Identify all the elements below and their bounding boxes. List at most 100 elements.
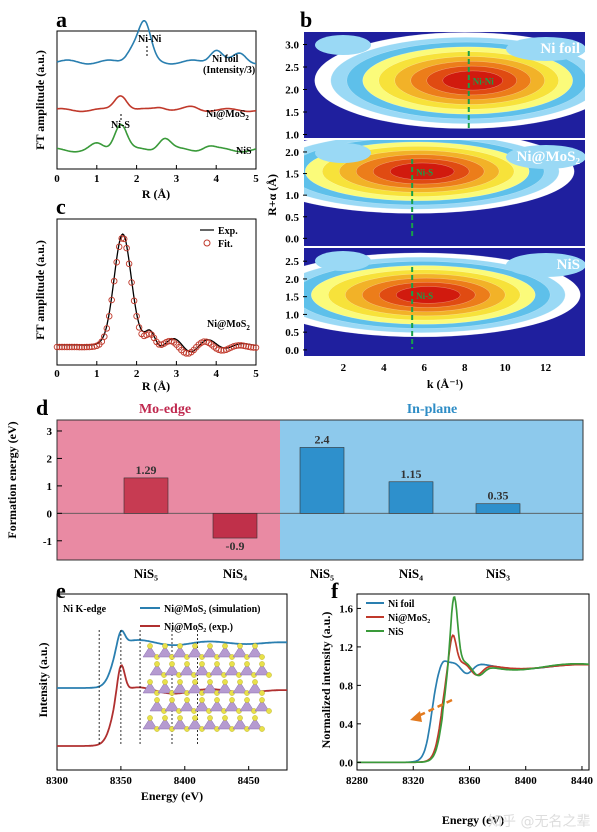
panel-b-xtick-4: 10	[500, 362, 512, 374]
panel-b-ytick-0-3: 2.5	[285, 62, 299, 74]
panel-e-structure-prism	[202, 717, 218, 730]
panel-b-side-lobe2-2	[506, 253, 586, 277]
panel-b-ytick-2-3: 1.5	[285, 292, 299, 304]
watermark: 知乎 @无名之辈	[488, 813, 590, 830]
panel-f-curve-1	[357, 634, 589, 764]
panel-f-curve-2	[357, 595, 589, 764]
panel-e-structure-atom-s	[207, 715, 213, 721]
panel-b-ytick-2-1: 0.5	[285, 327, 299, 339]
panel-b-ytick-0-2: 2.0	[285, 85, 299, 97]
panel-e-structure-atom-s	[266, 672, 272, 678]
panel-c-fit-point	[105, 312, 113, 320]
panel-a-foil-label: Ni foil	[212, 54, 239, 65]
panel-e-structure-prism	[209, 663, 225, 676]
panel-b-subpanel-title-2: NiS	[557, 257, 580, 273]
panel-e-structure-prism	[202, 681, 218, 694]
panel-d-bar-value-2: 2.4	[315, 432, 330, 446]
panel-f-curves	[357, 595, 589, 764]
panel-c-ylabel: FT amplitude (a.u.)	[33, 240, 47, 340]
panel-e-structure-atom-s	[177, 679, 183, 685]
panel-e-structure-prism	[142, 645, 158, 658]
panel-a-foil-label-2: (Intensity/3)	[203, 65, 255, 76]
panel-c-legend-exp: Exp.	[218, 226, 238, 237]
panel-f-xtick-3: 8400	[515, 775, 538, 787]
panel-e-structure-atom-s	[222, 679, 228, 685]
panel-d-bar-1	[212, 513, 258, 539]
panel-e-structure-prism	[187, 645, 203, 658]
panel-d-ytick-2: 1	[47, 481, 53, 493]
panel-d: d Mo-edge In-plane 1.29 -0.9 2.4 1.15 0.35 -…	[5, 395, 584, 581]
panel-a-nis-peak-label: Ni-S	[111, 120, 130, 131]
panel-b-side-lobe-2	[315, 251, 371, 271]
panel-b-xticks: 2 4 6 8 10 12	[341, 362, 552, 374]
panel-a-xtick-2: 2	[134, 173, 140, 185]
panel-c-sample-label: Ni@MoS2	[207, 319, 250, 332]
panel-e-xtick-1: 8350	[110, 775, 133, 787]
panel-e-structure-atom-s	[244, 661, 250, 667]
panel-f: f 8280 8320 8360 8400 8440 0.0 0.4 0.8 1.2 1.6 Ni…	[319, 578, 593, 830]
panel-e-structure-prism	[254, 663, 270, 676]
panel-c-fit-point	[135, 324, 143, 331]
panel-e-structure-prism	[217, 681, 233, 694]
panel-a-nimos-label: Ni@MoS2	[206, 109, 249, 122]
panel-e-structure-atom-s	[259, 690, 265, 696]
panel-c-fit-point	[110, 277, 118, 285]
panel-e-structure-prism	[247, 717, 263, 730]
panel-c-fit-point	[81, 343, 88, 351]
panel-c-fit-point	[53, 343, 61, 351]
panel-e-structure-prism	[254, 699, 270, 712]
panel-c-fit-point	[56, 343, 63, 351]
panel-f-letter: f	[331, 578, 339, 603]
panel-c-fit-point	[63, 343, 71, 351]
panel-e-structure-atom-s	[147, 715, 153, 721]
panel-b-subpanel-2	[303, 247, 586, 357]
panel-e-structure-prism	[202, 645, 218, 658]
panel-c-fit-point	[108, 296, 115, 304]
panel-e-structure-prism	[164, 663, 180, 676]
panel-b-side-lobe-1	[315, 143, 371, 163]
panel-e-structure-atom-s	[259, 661, 265, 667]
panel-f-ytick-0: 0.0	[339, 757, 353, 769]
panel-a-nini-label: Ni-Ni	[138, 34, 162, 45]
panel-a-xtick-1: 1	[94, 173, 100, 185]
panel-d-ytick-0: -1	[43, 536, 52, 548]
panel-c-fit-point	[120, 235, 128, 243]
panel-d-section-in-plane: In-plane	[407, 402, 458, 417]
panel-e-title: Ni K-edge	[63, 604, 107, 615]
panel-e-ylabel: Intensity (a.u.)	[36, 642, 50, 717]
panel-e-structure-prism	[142, 681, 158, 694]
panel-a-curves	[56, 20, 257, 153]
panel-b-xtick-0: 2	[341, 362, 347, 374]
panel-b-ytick-2-0: 0.0	[285, 345, 299, 357]
panel-b-subpanel-title-0: Ni foil	[540, 41, 580, 57]
panel-e-structure-prism	[142, 717, 158, 730]
panel-c-fit-point	[73, 343, 81, 351]
panel-e-xtick-0: 8300	[46, 775, 69, 787]
panel-e-structure-atom-s	[229, 661, 235, 667]
panel-d-bar-value-1: -0.9	[226, 539, 245, 553]
panel-b-side-lobe-0	[315, 35, 371, 55]
panel-e-structure-prism	[209, 699, 225, 712]
panel-d-categories: NiS₅ NiS₄ NiS₅ NiS₄ NiS₃	[134, 566, 510, 581]
panel-e-structure-atom-s	[266, 708, 272, 714]
panel-b-contour-0-9	[442, 70, 503, 91]
panel-a-xtick-4: 4	[213, 173, 219, 185]
panel-a-curve-0	[56, 20, 257, 65]
panel-c-frame	[56, 218, 257, 366]
panel-b-ytick-2-4: 2.0	[285, 274, 299, 286]
panel-c-fit-point	[98, 338, 106, 345]
panel-c-fit-point	[252, 344, 260, 351]
panel-c-fit-point	[217, 347, 225, 354]
panel-a-letter: a	[56, 7, 67, 32]
panel-f-xtick-2: 8360	[458, 775, 481, 787]
panel-f-xtick-4: 8440	[571, 775, 594, 787]
panel-c-fit-point	[242, 342, 250, 350]
panel-b-side-lobe2-0	[506, 37, 586, 61]
panel-e-structure-atom-s	[252, 715, 258, 721]
panel-a-frame	[56, 30, 257, 170]
panel-c-fit-point	[123, 244, 130, 252]
panel-e-structure-prism	[217, 717, 233, 730]
panel-e-structure-prism	[194, 699, 210, 712]
panel-f-xlabel: Energy (eV)	[442, 813, 504, 827]
panel-d-ylabel: Formation energy (eV)	[5, 421, 19, 538]
